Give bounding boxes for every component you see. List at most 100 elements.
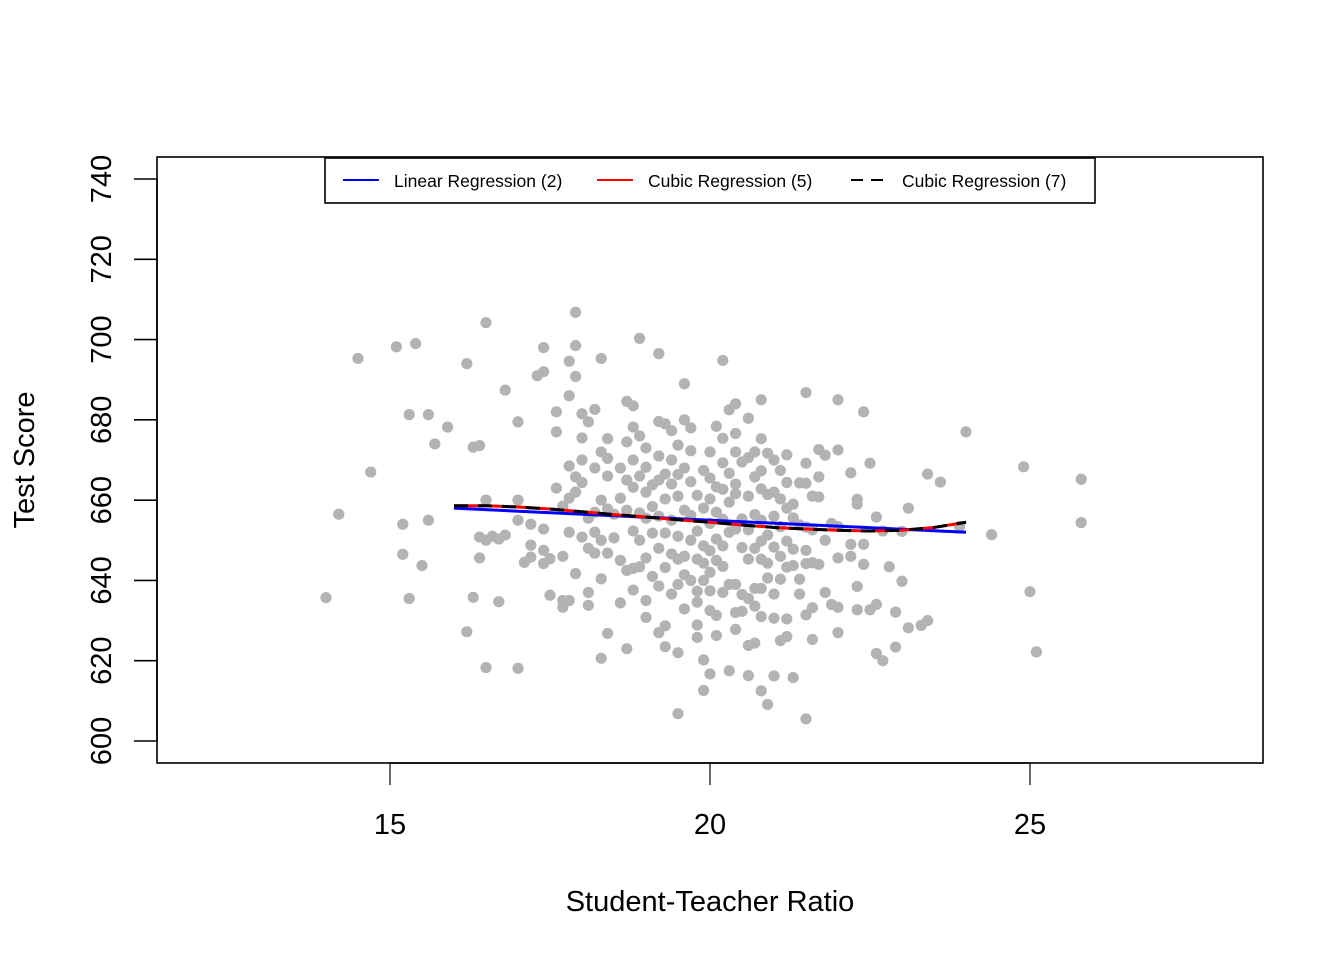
data-point — [653, 580, 665, 592]
data-point — [749, 600, 761, 612]
data-point — [659, 493, 671, 505]
data-point — [730, 446, 742, 458]
data-point — [730, 427, 742, 440]
data-point — [634, 561, 646, 573]
data-point — [704, 493, 716, 505]
data-point — [704, 566, 716, 579]
data-point — [704, 585, 716, 597]
data-point — [883, 561, 895, 573]
data-point — [902, 502, 915, 514]
data-point — [640, 611, 652, 623]
data-point — [589, 403, 601, 416]
data-point — [698, 654, 710, 666]
data-point — [544, 553, 556, 565]
data-point — [397, 518, 409, 530]
data-point — [480, 317, 492, 329]
data-point — [640, 552, 652, 564]
data-point — [890, 606, 902, 618]
data-point — [525, 539, 537, 551]
data-point — [832, 627, 844, 639]
data-point — [499, 529, 511, 541]
data-point — [800, 713, 812, 725]
data-point — [646, 527, 659, 539]
data-point — [576, 531, 588, 543]
data-point — [922, 614, 934, 627]
data-point — [858, 558, 870, 570]
data-point — [800, 609, 812, 621]
data-point — [698, 464, 710, 477]
data-point — [845, 467, 857, 479]
data-point — [653, 450, 665, 462]
data-point — [621, 504, 633, 516]
data-point — [570, 486, 582, 498]
legend-label: Cubic Regression (7) — [902, 171, 1066, 191]
data-point — [768, 588, 780, 600]
data-point — [410, 337, 422, 350]
data-point — [768, 454, 780, 466]
data-point — [768, 670, 780, 682]
y-tick-label: 600 — [86, 717, 118, 765]
data-point — [794, 588, 806, 600]
data-point — [678, 603, 691, 615]
data-point — [589, 462, 601, 474]
data-point — [602, 452, 614, 464]
data-point — [774, 550, 787, 562]
data-point — [474, 439, 486, 452]
data-point — [685, 476, 697, 488]
data-point — [659, 468, 671, 480]
data-point — [653, 542, 665, 554]
x-tick-label: 20 — [694, 809, 726, 841]
data-point — [806, 633, 819, 646]
data-point — [717, 540, 729, 552]
data-point — [787, 559, 799, 572]
data-point — [755, 465, 767, 477]
data-point — [550, 482, 563, 494]
data-point — [403, 592, 415, 605]
data-point — [934, 476, 947, 488]
data-point — [480, 494, 492, 506]
data-point — [614, 554, 627, 566]
data-point — [544, 589, 556, 601]
data-point — [403, 409, 415, 421]
data-point — [659, 620, 671, 632]
data-point — [710, 506, 723, 518]
data-point — [717, 560, 729, 572]
data-point — [698, 684, 710, 697]
data-point — [902, 622, 915, 634]
data-point — [595, 573, 607, 585]
data-point — [659, 527, 671, 539]
data-point — [666, 454, 678, 466]
data-point — [742, 669, 755, 682]
data-point — [550, 426, 563, 438]
data-point — [589, 547, 601, 559]
data-point — [742, 553, 755, 565]
data-point — [870, 647, 883, 660]
data-point — [730, 478, 742, 490]
data-point — [986, 529, 998, 541]
data-point — [730, 623, 742, 636]
data-point — [634, 430, 646, 442]
data-point — [461, 358, 473, 370]
data-point — [595, 652, 607, 664]
data-point — [525, 551, 537, 563]
data-point — [621, 474, 633, 486]
data-point — [730, 578, 742, 591]
x-axis-title: Student-Teacher Ratio — [566, 886, 855, 918]
data-point — [640, 442, 652, 454]
data-point — [563, 594, 575, 607]
data-point — [800, 386, 812, 399]
data-point — [768, 510, 780, 522]
data-point — [422, 514, 434, 526]
data-point — [634, 332, 646, 344]
data-point — [582, 416, 595, 428]
data-point — [563, 355, 575, 367]
data-point — [499, 384, 511, 396]
data-point — [595, 494, 607, 506]
data-point — [672, 490, 684, 502]
legend-box — [324, 157, 1096, 204]
data-point — [691, 619, 703, 631]
data-point — [333, 508, 345, 520]
data-point — [781, 631, 793, 643]
data-point — [563, 460, 575, 472]
data-point — [627, 400, 639, 412]
